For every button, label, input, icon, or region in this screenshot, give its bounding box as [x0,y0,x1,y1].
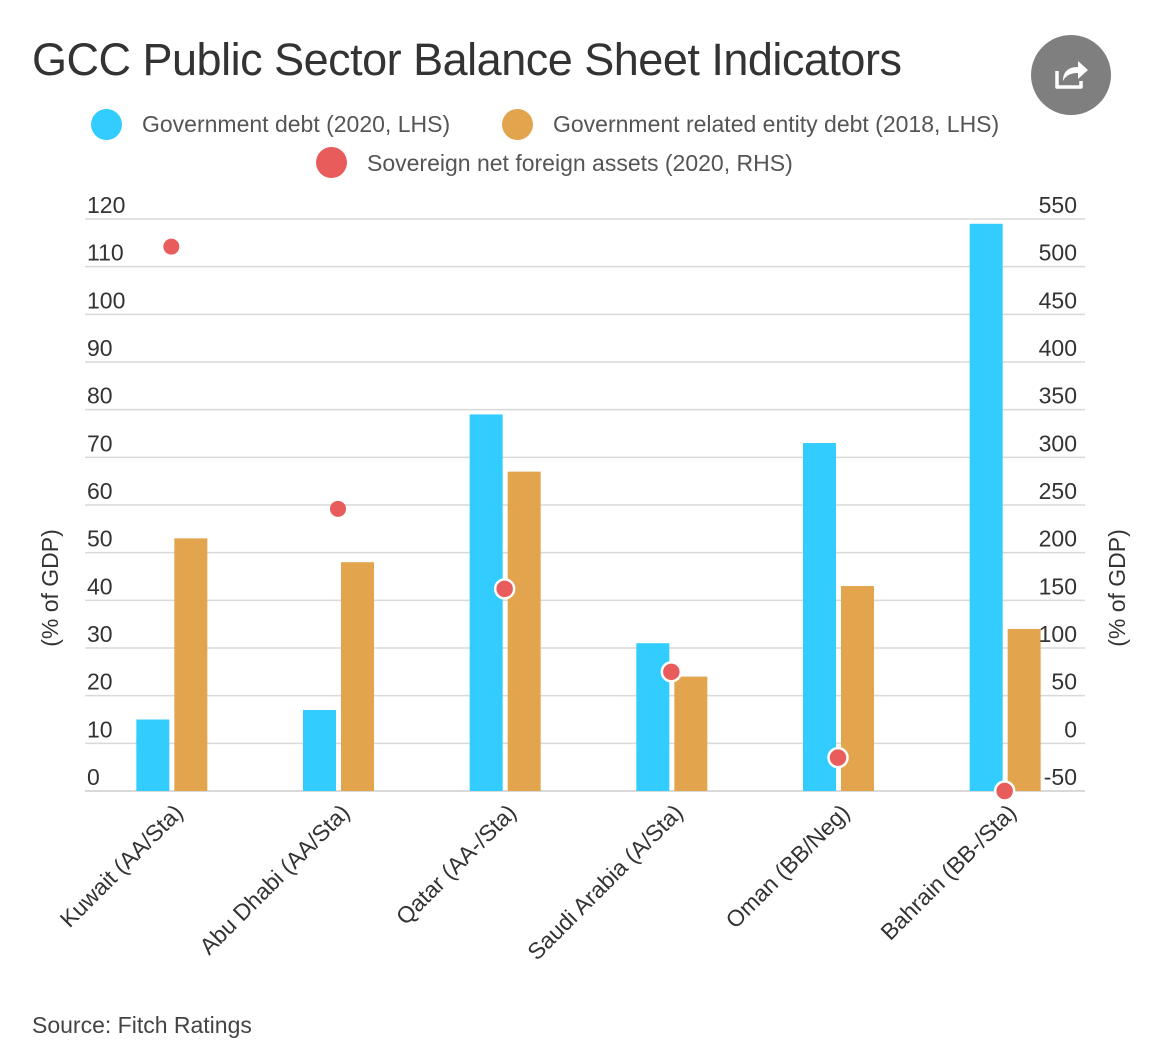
y-left-tick-label: 50 [87,526,113,552]
x-tick-label: Kuwait (AA/Sta) [55,799,188,932]
x-tick-label: Saudi Arabia (A/Sta) [522,799,688,965]
legend-label-net-foreign-assets[interactable]: Sovereign net foreign assets (2020, RHS) [367,150,793,176]
bar-government-debt[interactable] [136,719,170,792]
legend-label-gre-debt[interactable]: Government related entity debt (2018, LH… [553,111,1000,137]
y-right-tick-label: 150 [1039,573,1077,599]
y-right-tick-label: 550 [1039,192,1077,218]
x-tick-label: Abu Dhabi (AA/Sta) [194,799,354,959]
y-right-tick-label: 250 [1039,478,1077,504]
y-left-tick-label: 110 [87,240,124,266]
y-left-tick-label: 10 [87,716,113,742]
y-left-tick-label: 120 [87,192,125,218]
point-net-foreign-assets[interactable] [660,661,683,683]
y-right-tick-label: -50 [1044,764,1077,790]
x-tick-label: Qatar (AA-/Sta) [391,799,521,929]
y-left-tick-label: 60 [87,478,113,504]
chart-title: GCC Public Sector Balance Sheet Indicato… [32,34,902,85]
bar-gre-debt[interactable] [174,538,208,791]
y-left-tick-label: 20 [87,669,113,695]
bar-gre-debt[interactable] [341,562,374,791]
bar-gre-debt[interactable] [507,471,541,791]
point-net-foreign-assets[interactable] [330,500,346,517]
x-tick-label: Oman (BB/Neg) [720,799,854,933]
y-left-tick-label: 90 [87,335,113,361]
y-right-tick-label: 350 [1039,383,1077,409]
y-right-tick-label: 500 [1039,240,1077,266]
y-right-tick-label: 0 [1064,716,1077,742]
bar-government-debt[interactable] [469,414,503,791]
y-left-tick-label: 70 [87,430,113,456]
point-net-foreign-assets[interactable] [993,780,1016,802]
bar-government-debt[interactable] [969,223,1003,791]
bar-government-debt[interactable] [303,709,336,791]
y-right-tick-label: 200 [1039,526,1077,552]
share-button[interactable] [1031,35,1111,115]
bar-gre-debt[interactable] [674,676,708,791]
x-tick-label: Bahrain (BB-/Sta) [875,799,1021,945]
y-right-tick-label: 400 [1039,335,1077,361]
legend-label-government-debt[interactable]: Government debt (2020, LHS) [142,111,451,137]
point-net-foreign-assets[interactable] [827,746,849,769]
source-note: Source: Fitch Ratings [32,1012,252,1038]
y-right-tick-label: 450 [1039,287,1077,313]
share-icon [1055,61,1088,89]
y-right-tick-label: 300 [1039,430,1077,456]
point-net-foreign-assets[interactable] [163,238,180,255]
legend-marker-gre-debt [502,109,533,140]
bar-gre-debt[interactable] [1007,628,1041,791]
y-left-tick-label: 40 [87,573,113,599]
y-left-tick-label: 30 [87,621,113,647]
y-right-tick-label: 100 [1039,621,1077,647]
y-left-tick-label: 100 [87,287,125,313]
y-left-tick-label: 80 [87,383,113,409]
chart-plot-area: 0 10 20 30 40 50 60 70 80 90 100 110 120 -50 0 50 100 150… [37,192,1130,965]
legend-marker-net-foreign-assets [316,147,347,178]
point-net-foreign-assets[interactable] [493,578,516,600]
y-right-tick-label: 50 [1051,669,1077,695]
y-left-axis-title: (% of GDP) [37,529,63,647]
y-left-tick-label: 0 [87,764,100,790]
legend-marker-government-debt [91,109,122,140]
bar-government-debt[interactable] [803,443,836,791]
y-right-axis-title: (% of GDP) [1104,529,1130,647]
